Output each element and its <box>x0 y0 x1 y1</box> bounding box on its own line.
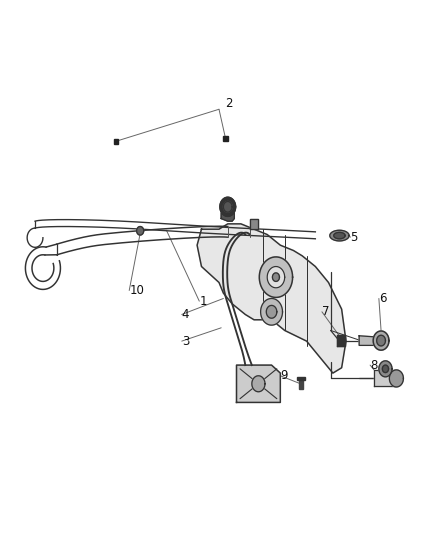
Polygon shape <box>221 208 234 221</box>
Polygon shape <box>197 224 346 373</box>
Polygon shape <box>373 331 389 350</box>
Polygon shape <box>261 298 283 325</box>
Polygon shape <box>252 376 265 392</box>
Polygon shape <box>237 365 280 402</box>
Text: 6: 6 <box>379 292 386 305</box>
Polygon shape <box>330 230 349 241</box>
Bar <box>223 136 228 141</box>
Polygon shape <box>259 257 293 297</box>
Text: 10: 10 <box>129 284 144 297</box>
Polygon shape <box>382 365 389 373</box>
Polygon shape <box>137 227 144 235</box>
Polygon shape <box>379 361 392 377</box>
Polygon shape <box>220 197 236 216</box>
Polygon shape <box>374 370 396 386</box>
Text: 7: 7 <box>322 305 329 318</box>
Text: 2: 2 <box>226 98 233 110</box>
Polygon shape <box>377 335 385 346</box>
Polygon shape <box>267 266 285 288</box>
Bar <box>337 335 345 346</box>
Polygon shape <box>272 273 279 281</box>
Polygon shape <box>223 201 232 212</box>
Polygon shape <box>359 336 376 345</box>
Text: 3: 3 <box>182 335 189 348</box>
Text: 1: 1 <box>199 295 207 308</box>
Bar <box>297 377 305 380</box>
Text: 4: 4 <box>182 308 189 321</box>
Polygon shape <box>389 370 403 387</box>
Polygon shape <box>250 219 258 229</box>
Text: 5: 5 <box>350 231 358 244</box>
Bar <box>299 378 303 389</box>
Polygon shape <box>334 232 345 239</box>
Bar <box>114 139 118 144</box>
Text: 9: 9 <box>280 369 288 382</box>
Polygon shape <box>266 305 277 318</box>
Text: 8: 8 <box>370 359 378 372</box>
